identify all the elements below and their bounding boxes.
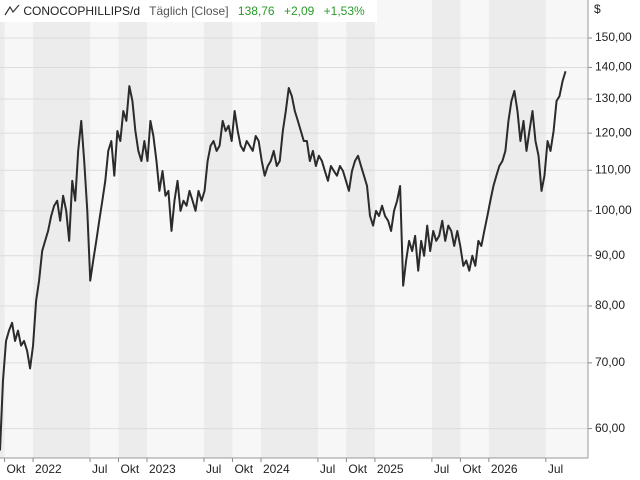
x-tick-label: 2024 <box>263 462 290 476</box>
header: CONOCOPHILLIPS/d Täglich [Close] 138,76 … <box>0 0 377 22</box>
x-tick-label: Okt <box>462 462 481 476</box>
y-tick-label: 110,00 <box>595 162 631 176</box>
y-tick-label: 100,00 <box>595 203 632 217</box>
period-band <box>346 0 375 458</box>
last-price: 138,76 <box>237 4 275 18</box>
x-tick-label: Okt <box>7 462 26 476</box>
period-band <box>260 0 318 458</box>
x-tick-label: Okt <box>234 462 253 476</box>
x-tick-label: Jul <box>92 462 107 476</box>
x-tick-label: 2022 <box>35 462 62 476</box>
period-band <box>0 0 5 458</box>
period-band <box>203 0 233 458</box>
y-tick-label: 120,00 <box>595 125 632 139</box>
symbol-title: CONOCOPHILLIPS/d <box>23 4 141 18</box>
period-label: Täglich [Close] <box>149 4 229 18</box>
y-tick-label: 80,00 <box>595 298 625 312</box>
y-unit: $ <box>594 2 601 16</box>
x-tick-label: 2026 <box>491 462 518 476</box>
y-tick-label: 150,00 <box>595 30 632 44</box>
y-tick-label: 70,00 <box>595 355 625 369</box>
y-tick-label: 60,00 <box>595 421 625 435</box>
x-tick-label: 2025 <box>377 462 404 476</box>
x-tick-label: Jul <box>434 462 449 476</box>
period-band <box>118 0 147 458</box>
change: +2,09 <box>283 4 315 18</box>
x-tick-label: Jul <box>548 462 563 476</box>
x-tick-label: Jul <box>320 462 335 476</box>
y-tick-label: 130,00 <box>595 91 632 105</box>
price-line <box>0 70 567 451</box>
x-tick-label: Okt <box>348 462 367 476</box>
line-icon <box>4 4 20 16</box>
x-tick-label: Jul <box>206 462 221 476</box>
y-tick-label: 140,00 <box>595 60 632 74</box>
period-band <box>431 0 461 458</box>
y-tick-label: 90,00 <box>595 248 625 262</box>
change-percent: +1,53% <box>323 4 365 18</box>
period-band <box>488 0 546 458</box>
x-tick-label: Okt <box>121 462 140 476</box>
period-band <box>33 0 91 458</box>
x-tick-label: 2023 <box>149 462 176 476</box>
